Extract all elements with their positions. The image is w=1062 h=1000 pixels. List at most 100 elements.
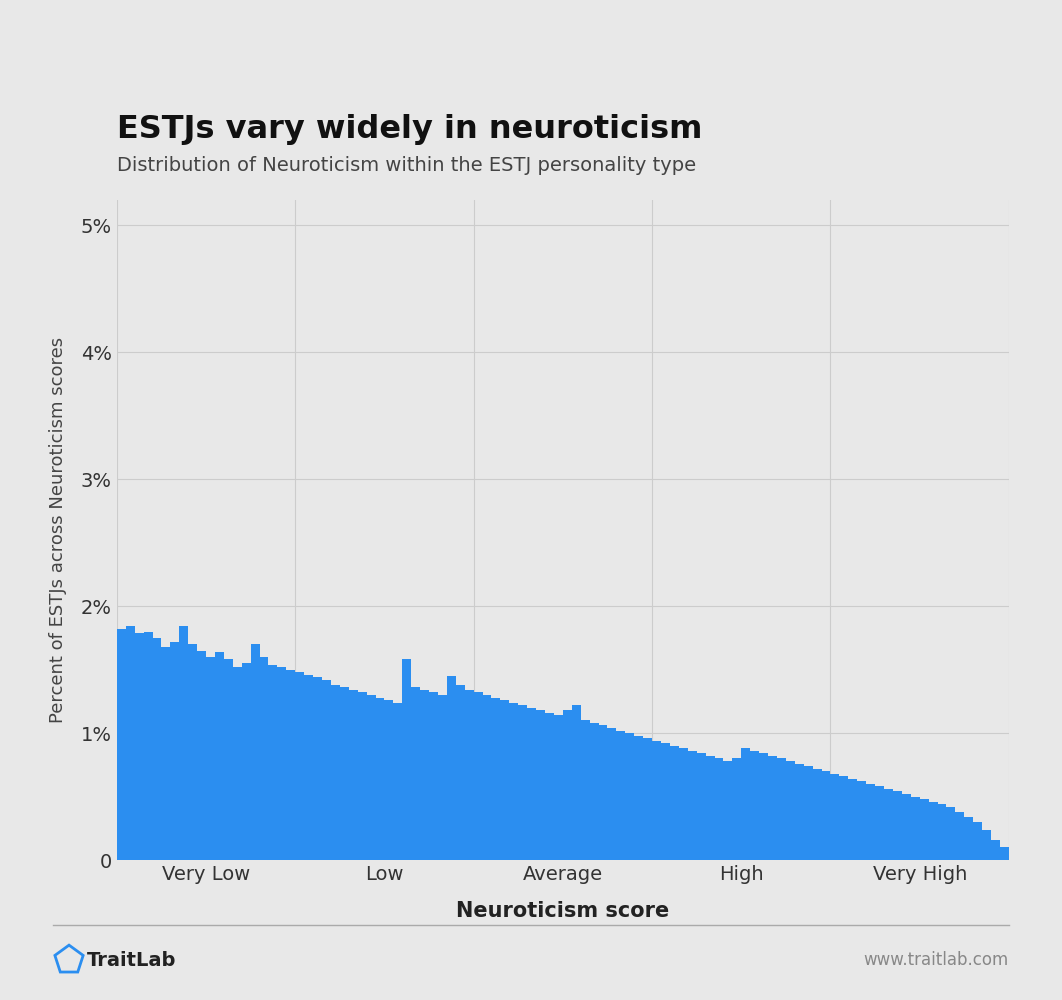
Bar <box>920 799 928 860</box>
Bar <box>661 743 670 860</box>
Bar <box>750 751 759 860</box>
Bar <box>125 626 135 860</box>
Bar <box>313 677 322 860</box>
Bar <box>607 728 616 860</box>
Bar <box>857 781 867 860</box>
Bar <box>287 670 295 860</box>
Bar <box>652 741 661 860</box>
Bar <box>242 663 251 860</box>
Bar <box>670 746 679 860</box>
Bar <box>482 695 492 860</box>
Bar <box>206 657 215 860</box>
Bar <box>1000 847 1009 860</box>
Bar <box>946 807 956 860</box>
Bar <box>393 703 402 860</box>
Bar <box>536 710 545 860</box>
Bar <box>626 733 634 860</box>
Bar <box>893 791 902 860</box>
Bar <box>233 667 242 860</box>
Bar <box>777 758 786 860</box>
Bar <box>411 687 421 860</box>
Bar <box>518 705 527 860</box>
Text: ESTJs vary widely in neuroticism: ESTJs vary widely in neuroticism <box>117 114 702 145</box>
Bar <box>786 761 794 860</box>
Bar <box>964 817 973 860</box>
Y-axis label: Percent of ESTJs across Neuroticism scores: Percent of ESTJs across Neuroticism scor… <box>49 337 67 723</box>
Bar <box>500 700 510 860</box>
Bar <box>634 736 644 860</box>
Bar <box>839 776 849 860</box>
Bar <box>679 748 688 860</box>
Bar <box>188 644 198 860</box>
Bar <box>117 629 125 860</box>
Bar <box>849 779 857 860</box>
Bar <box>492 698 500 860</box>
Bar <box>616 731 626 860</box>
Bar <box>697 753 705 860</box>
Bar <box>991 840 1000 860</box>
Bar <box>161 647 170 860</box>
Bar <box>768 756 777 860</box>
Bar <box>331 685 340 860</box>
X-axis label: Neuroticism score: Neuroticism score <box>457 901 669 921</box>
Bar <box>215 652 224 860</box>
Bar <box>644 738 652 860</box>
Bar <box>545 713 554 860</box>
Bar <box>224 659 233 860</box>
Text: www.traitlab.com: www.traitlab.com <box>863 951 1009 969</box>
Bar <box>269 665 277 860</box>
Bar <box>599 725 607 860</box>
Bar <box>581 720 589 860</box>
Bar <box>510 703 518 860</box>
Bar <box>421 690 429 860</box>
Bar <box>911 797 920 860</box>
Bar <box>804 766 812 860</box>
Bar <box>884 789 893 860</box>
Bar <box>902 794 911 860</box>
Bar <box>447 676 456 860</box>
Bar <box>456 685 465 860</box>
Bar <box>812 769 822 860</box>
Bar <box>429 692 438 860</box>
Bar <box>973 822 982 860</box>
Bar <box>723 761 733 860</box>
Bar <box>465 690 474 860</box>
Bar <box>340 687 348 860</box>
Bar <box>384 700 393 860</box>
Bar <box>402 659 411 860</box>
Bar <box>376 698 384 860</box>
Bar <box>830 774 839 860</box>
Bar <box>474 692 482 860</box>
Bar <box>982 830 991 860</box>
Text: Distribution of Neuroticism within the ESTJ personality type: Distribution of Neuroticism within the E… <box>117 156 696 175</box>
Bar <box>554 715 563 860</box>
Bar <box>938 804 946 860</box>
Bar <box>571 705 581 860</box>
Bar <box>135 633 143 860</box>
Bar <box>358 692 366 860</box>
Bar <box>705 756 715 860</box>
Bar <box>170 642 179 860</box>
Bar <box>295 672 304 860</box>
Bar <box>563 710 571 860</box>
Bar <box>733 758 741 860</box>
Bar <box>589 723 599 860</box>
Bar <box>956 812 964 860</box>
Bar <box>348 690 358 860</box>
Bar <box>867 784 875 860</box>
Text: TraitLab: TraitLab <box>87 950 176 970</box>
Bar <box>179 626 188 860</box>
Bar <box>153 638 161 860</box>
Bar <box>438 695 447 860</box>
Bar <box>322 680 331 860</box>
Bar <box>794 764 804 860</box>
Bar <box>143 632 153 860</box>
Bar <box>928 802 938 860</box>
Bar <box>875 786 884 860</box>
Bar <box>198 651 206 860</box>
Bar <box>277 667 287 860</box>
Bar <box>822 771 830 860</box>
Bar <box>366 695 376 860</box>
Bar <box>527 708 536 860</box>
Bar <box>741 748 750 860</box>
